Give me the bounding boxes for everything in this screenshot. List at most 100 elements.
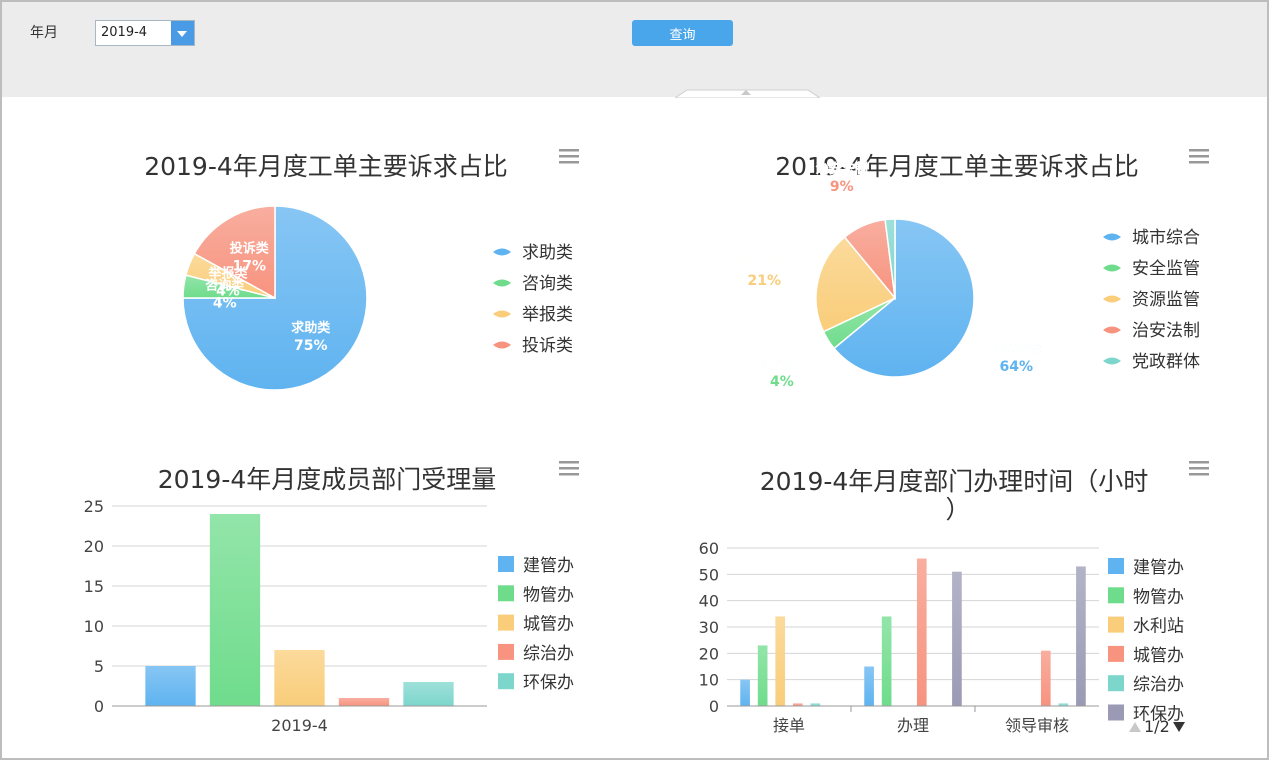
- legend-marker: [1103, 326, 1121, 334]
- x-tick-label: 办理: [897, 716, 929, 735]
- slice-label: 举报类: [207, 265, 248, 281]
- query-button[interactable]: 查询: [632, 20, 733, 46]
- legend-item[interactable]: 建管办: [498, 556, 574, 576]
- y-tick-label: 5: [94, 657, 104, 676]
- legend-marker: [1103, 233, 1121, 241]
- y-tick-label: 10: [699, 671, 719, 690]
- legend-marker: [1108, 616, 1124, 633]
- slice-value-label: 4%: [216, 283, 240, 299]
- legend-item[interactable]: 综治办: [498, 643, 574, 664]
- legend-item[interactable]: 举报类: [493, 305, 573, 325]
- bar[interactable]: [792, 703, 803, 706]
- legend-label: 水利站: [1133, 617, 1184, 637]
- legend-item[interactable]: 物管办: [498, 585, 574, 605]
- bar-chart-department-intake: 2019-4年月度成员部门受理量 0 5 10 15 20 25 2019-4 建管办物管办…: [84, 461, 579, 735]
- legend-item[interactable]: 建管办: [1108, 558, 1184, 578]
- bar[interactable]: [1040, 650, 1051, 706]
- legend-page-up-icon[interactable]: [1129, 722, 1141, 732]
- pie-slice[interactable]: [182, 205, 368, 391]
- legend-marker: [1108, 587, 1124, 604]
- bar[interactable]: [757, 645, 768, 706]
- legend-item[interactable]: 城管办: [498, 614, 574, 635]
- chart-menu-icon[interactable]: [1189, 461, 1209, 476]
- legend-item[interactable]: 水利站: [1108, 616, 1184, 637]
- legend-label: 城市综合: [1132, 228, 1200, 248]
- legend-item[interactable]: 安全监管: [1103, 259, 1200, 279]
- legend-label: 咨询类: [522, 274, 573, 294]
- legend-marker: [493, 279, 511, 287]
- pie-slice[interactable]: [833, 218, 975, 378]
- y-tick-label: 20: [84, 537, 104, 556]
- y-tick-label: 0: [94, 697, 104, 716]
- legend-item[interactable]: 资源监管: [1103, 290, 1200, 310]
- bar[interactable]: [775, 616, 786, 706]
- year-month-label: 年月: [30, 25, 58, 41]
- collapse-toggle[interactable]: [675, 88, 820, 98]
- legend-item[interactable]: 环保办: [1108, 704, 1184, 725]
- legend-marker: [493, 310, 511, 318]
- chart-title: 2019-4年月度工单主要诉求占比: [144, 152, 508, 181]
- legend-label: 治安法制: [1132, 321, 1200, 341]
- y-tick-label: 15: [84, 577, 104, 596]
- bar[interactable]: [403, 682, 454, 706]
- chart-title: 2019-4年月度工单主要诉求占比: [775, 152, 1139, 181]
- chart-title: 2019-4年月度部门办理时间（小时 ）: [760, 467, 1157, 524]
- y-tick-label: 20: [699, 644, 719, 663]
- legend-item[interactable]: 城市综合: [1103, 228, 1200, 248]
- legend-label: 环保办: [523, 673, 574, 693]
- chart-menu-icon[interactable]: [1189, 149, 1209, 164]
- chart-menu-icon[interactable]: [559, 149, 579, 164]
- legend-label: 安全监管: [1132, 259, 1200, 279]
- pie-slice[interactable]: [884, 218, 896, 299]
- slice-value-label: 64%: [999, 359, 1033, 375]
- filter-toolbar: 年月 2019-4 查询: [2, 2, 1267, 97]
- chart-title-line-2: ）: [945, 495, 970, 524]
- legend-marker: [493, 341, 511, 349]
- chart-menu-icon[interactable]: [559, 461, 579, 476]
- legend-marker: [1108, 558, 1124, 574]
- slice-value-label: 9%: [830, 179, 854, 195]
- legend-page-down-icon[interactable]: [1173, 722, 1185, 732]
- chevron-down-icon[interactable]: [171, 21, 194, 45]
- legend-item[interactable]: 物管办: [1108, 587, 1184, 607]
- bar[interactable]: [810, 703, 821, 706]
- y-tick-label: 0: [709, 697, 719, 716]
- collapse-up-icon: [741, 90, 751, 95]
- legend-item[interactable]: 求助类: [493, 243, 573, 263]
- slice-value-label: 75%: [294, 338, 328, 354]
- bar[interactable]: [864, 666, 874, 707]
- bar[interactable]: [338, 698, 390, 706]
- bar[interactable]: [916, 558, 927, 706]
- bar[interactable]: [1058, 703, 1069, 706]
- pie-chart-appeal-domains: 2019-4年月度工单主要诉求占比 城市综合 64% 安全监管 4% 资源监管 21% 治安…: [738, 149, 1209, 390]
- pie-slice[interactable]: [815, 236, 897, 333]
- legend-page-indicator: 1/2: [1144, 717, 1170, 736]
- y-tick-label: 30: [699, 618, 719, 637]
- legend-marker: [1103, 357, 1121, 365]
- bar[interactable]: [740, 679, 750, 706]
- pie-slice[interactable]: [193, 205, 276, 300]
- bar[interactable]: [209, 514, 261, 706]
- slice-label: 安全监管: [756, 356, 808, 372]
- bar[interactable]: [274, 650, 325, 706]
- chart-title: 2019-4年月度成员部门受理量: [158, 465, 497, 494]
- legend-marker: [498, 673, 514, 690]
- legend-item[interactable]: 环保办: [498, 673, 574, 693]
- legend-item[interactable]: 投诉类: [493, 336, 573, 356]
- bar[interactable]: [952, 571, 962, 706]
- bar[interactable]: [145, 666, 196, 706]
- legend-item[interactable]: 党政群体: [1103, 352, 1200, 372]
- bar[interactable]: [881, 616, 892, 706]
- legend-item[interactable]: 咨询类: [493, 274, 573, 294]
- legend-marker: [1108, 645, 1124, 662]
- legend-label: 城管办: [1133, 646, 1184, 666]
- legend-item[interactable]: 治安法制: [1103, 321, 1200, 341]
- bar[interactable]: [1076, 566, 1086, 706]
- y-tick-label: 25: [84, 497, 104, 516]
- slice-value-label: 4%: [213, 296, 237, 312]
- legend-item[interactable]: 城管办: [1108, 645, 1184, 666]
- slice-label: 求助类: [291, 320, 331, 336]
- year-month-select[interactable]: 2019-4: [95, 20, 195, 46]
- legend-item[interactable]: 综治办: [1108, 675, 1184, 695]
